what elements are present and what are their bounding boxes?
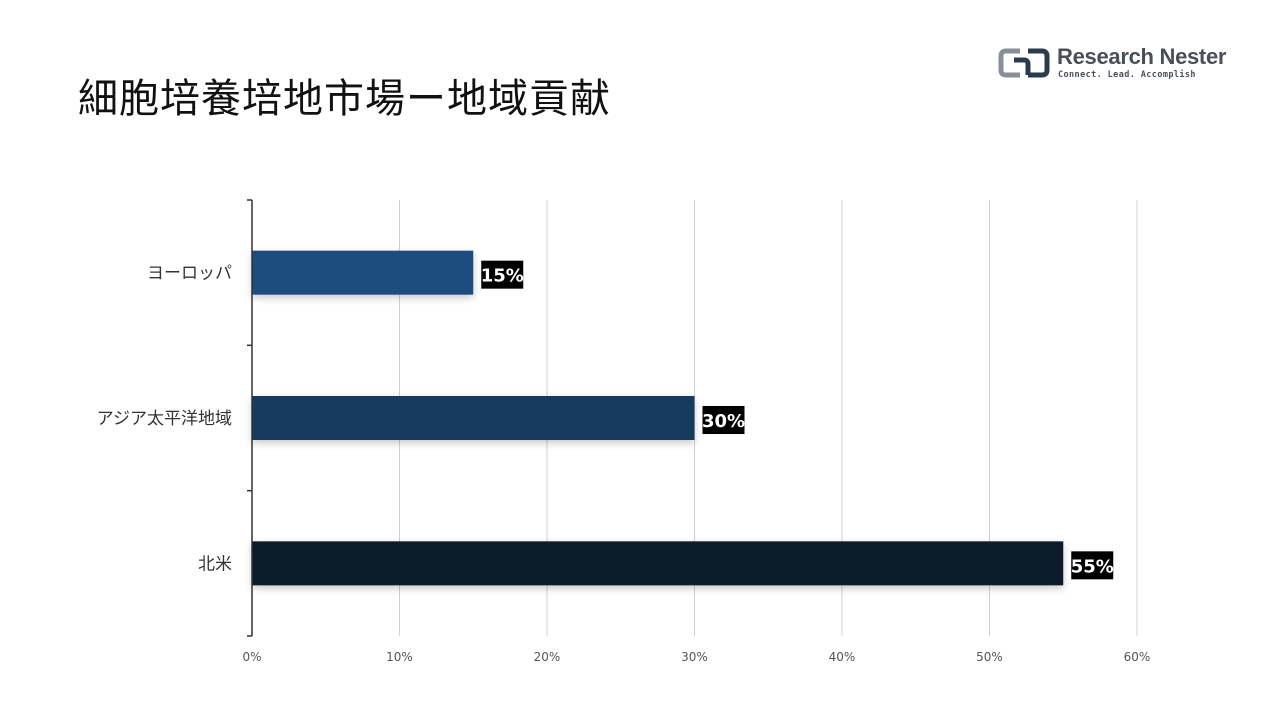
x-tick-label: 20% (534, 650, 561, 664)
x-tick-label: 40% (829, 650, 856, 664)
x-tick-label: 10% (386, 650, 413, 664)
data-label-background (1071, 551, 1114, 580)
x-tick-label: 30% (681, 650, 708, 664)
category-label: 北米 (198, 554, 232, 574)
bar (252, 541, 1064, 586)
brand-logo: Research Nester Connect. Lead. Accomplis… (998, 44, 1226, 84)
bar (252, 250, 474, 295)
category-label: アジア太平洋地域 (97, 409, 232, 429)
data-label: 30% (702, 411, 745, 432)
data-label-background (481, 260, 524, 289)
page-title: 細胞培養培地市場ー地域貢献 (78, 76, 611, 122)
data-label-background (702, 406, 745, 434)
data-label: 15% (481, 266, 524, 287)
brand-name: Research Nester (1057, 44, 1227, 69)
brand-tagline: Connect. Lead. Accomplish (1058, 70, 1196, 80)
bar (252, 396, 695, 440)
x-tick-label: 60% (1124, 650, 1151, 664)
x-tick-label: 0% (242, 650, 261, 664)
category-label: ヨーロッパ (147, 264, 232, 284)
data-label: 55% (1071, 556, 1114, 577)
research-nester-logo-icon (998, 48, 1050, 78)
x-tick-label: 50% (976, 650, 1003, 664)
